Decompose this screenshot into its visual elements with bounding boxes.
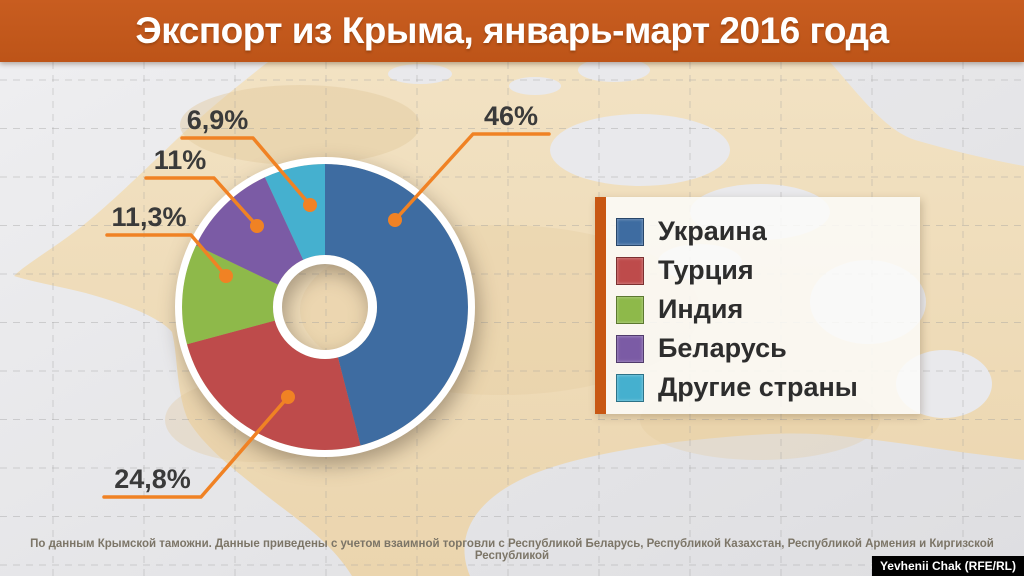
page-title: Экспорт из Крыма, январь-март 2016 года [135, 10, 889, 51]
callout-dot-other-countries [303, 198, 317, 212]
callout-dot-ukraine [388, 213, 402, 227]
legend-item-ukraine: Украина [616, 212, 920, 251]
callout-dot-turkey [281, 390, 295, 404]
pie-slice-other-countries [264, 164, 325, 260]
legend-accent-bar [595, 197, 606, 414]
credit-watermark: Yevhenii Chak (RFE/RL) [871, 556, 1024, 576]
callout-line-ukraine [393, 132, 551, 222]
legend-item-belarus: Беларусь [616, 329, 920, 368]
callout-line-turkey [102, 395, 290, 499]
pie-slice-turkey [186, 320, 361, 450]
donut-outer-ring [175, 157, 475, 457]
slice-value-label-turkey: 24,8% [114, 464, 191, 494]
chart-legend: Украина Турция Индия Беларусь Другие стр… [595, 197, 920, 414]
callout-line-india [105, 233, 228, 278]
callout-dot-india [219, 269, 233, 283]
source-footnote: По данным Крымской таможни. Данные приве… [30, 538, 994, 562]
callout-labels: 46% 24,8% 11,3% 11% 6,9% [102, 101, 551, 499]
legend-item-other-countries: Другие страны [616, 368, 920, 407]
legend-swatch-india [616, 295, 644, 324]
donut-slices [175, 157, 475, 457]
callout-dot-belarus [250, 219, 264, 233]
pie-slice-belarus [195, 177, 304, 285]
legend-item-list: Украина Турция Индия Беларусь Другие стр… [606, 197, 920, 414]
legend-swatch-belarus [616, 334, 644, 363]
map-grid [0, 62, 1024, 576]
donut-inner-ring [273, 255, 377, 359]
slice-value-label-ukraine: 46% [484, 101, 538, 131]
legend-swatch-other-countries [616, 373, 644, 402]
legend-swatch-ukraine [616, 217, 644, 246]
legend-item-india: Индия [616, 290, 920, 329]
legend-swatch-turkey [616, 256, 644, 285]
legend-item-turkey: Турция [616, 251, 920, 290]
callout-line-other-countries [180, 136, 312, 207]
pie-slice-ukraine [325, 164, 469, 446]
header-bar: Экспорт из Крыма, январь-март 2016 года [0, 0, 1024, 62]
slice-value-label-belarus: 11% [154, 145, 207, 175]
callout-line-belarus [144, 176, 259, 228]
slice-value-label-other-countries: 6,9% [187, 105, 249, 135]
pie-slice-india [182, 245, 279, 345]
slice-value-label-india: 11,3% [111, 202, 186, 232]
